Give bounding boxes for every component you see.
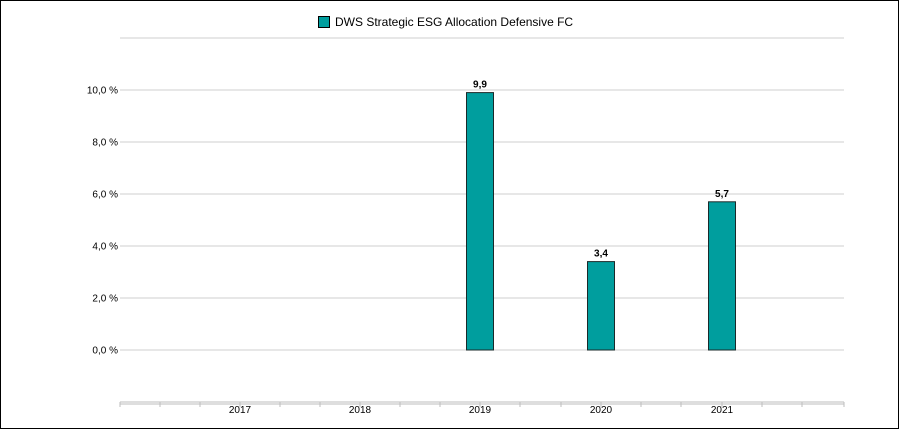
bar: [708, 201, 736, 351]
bar-value-label: 5,7: [715, 189, 729, 200]
y-tick-label: 2,0 %: [92, 294, 118, 305]
bar-value-label: 3,4: [594, 249, 608, 260]
bar-value-label: 9,9: [473, 80, 487, 91]
x-tick-label: 2021: [711, 405, 734, 416]
x-tick-label: 2018: [349, 405, 372, 416]
bar: [466, 92, 494, 351]
x-tick-label: 2020: [590, 405, 613, 416]
x-tick-label: 2019: [469, 405, 492, 416]
y-tick-label: 8,0 %: [92, 138, 118, 149]
legend-swatch-icon: [318, 16, 330, 28]
y-tick-label: 0,0 %: [92, 346, 118, 357]
bar: [587, 261, 615, 351]
legend: DWS Strategic ESG Allocation Defensive F…: [318, 14, 573, 30]
y-tick-label: 6,0 %: [92, 190, 118, 201]
legend-label: DWS Strategic ESG Allocation Defensive F…: [335, 15, 574, 29]
y-tick-label: 4,0 %: [92, 242, 118, 253]
y-tick-label: 10,0 %: [87, 86, 118, 97]
x-tick-label: 2017: [229, 405, 252, 416]
